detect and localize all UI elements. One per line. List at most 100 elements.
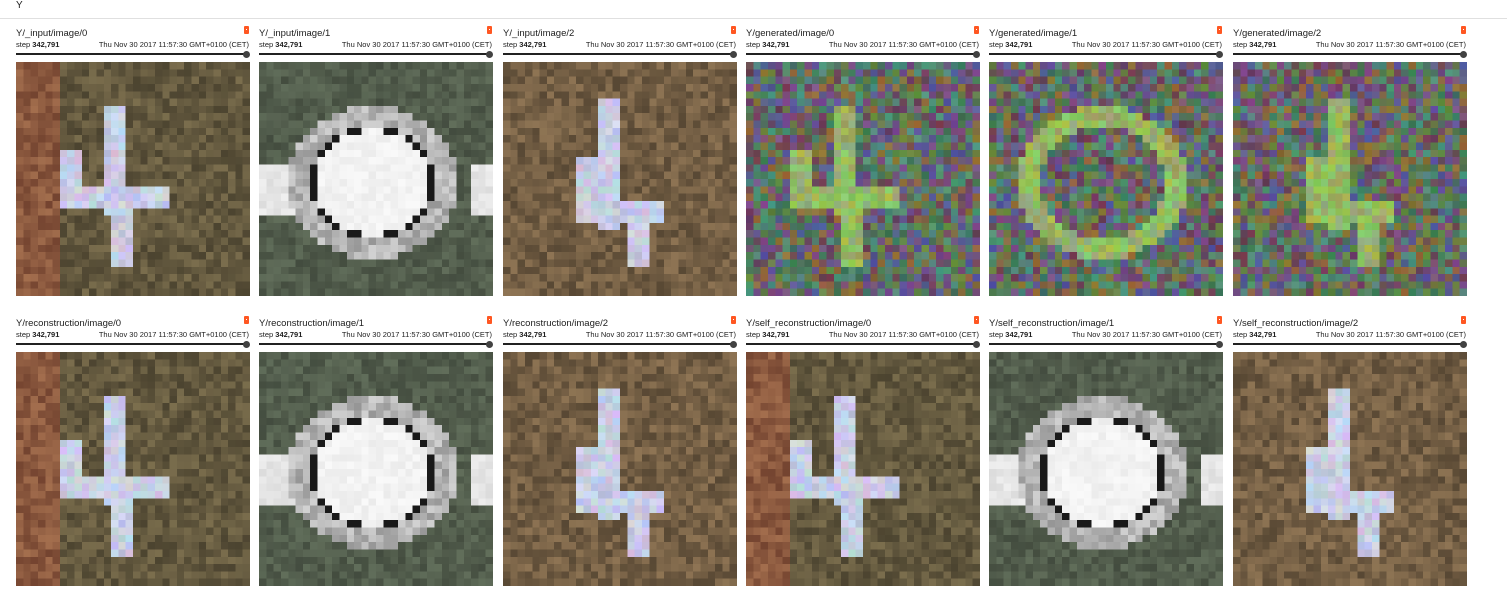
summary-image	[503, 62, 737, 296]
step-slider[interactable]	[503, 341, 737, 348]
step-label: step	[746, 330, 761, 339]
step-readout: step 342,791	[1233, 40, 1276, 49]
expand-icon[interactable]	[1217, 316, 1222, 324]
summary-image	[259, 352, 493, 586]
step-value: 342,791	[1005, 330, 1033, 339]
step-readout: step 342,791	[503, 40, 546, 49]
step-slider[interactable]	[989, 341, 1223, 348]
step-readout: step 342,791	[989, 40, 1032, 49]
step-label: step	[1233, 40, 1248, 49]
step-value: 342,791	[32, 40, 60, 49]
step-slider[interactable]	[16, 341, 250, 348]
expand-icon[interactable]	[731, 316, 736, 324]
summary-image	[746, 62, 980, 296]
slider-knob[interactable]	[1216, 51, 1223, 58]
slider-track[interactable]	[503, 343, 733, 345]
slider-knob[interactable]	[486, 51, 493, 58]
expand-icon[interactable]	[731, 26, 736, 34]
image-card: Y/self_reconstruction/image/2 step 342,79…	[1233, 316, 1467, 588]
summary-image	[259, 62, 493, 296]
slider-track[interactable]	[989, 343, 1219, 345]
card-title: Y/self_reconstruction/image/0	[746, 318, 872, 329]
slider-knob[interactable]	[730, 341, 737, 348]
step-slider[interactable]	[259, 341, 493, 348]
step-value: 342,791	[1249, 40, 1277, 49]
slider-track[interactable]	[259, 53, 489, 55]
slider-track[interactable]	[259, 343, 489, 345]
expand-icon[interactable]	[1461, 26, 1466, 34]
slider-knob[interactable]	[1460, 341, 1467, 348]
slider-track[interactable]	[746, 53, 976, 55]
slider-track[interactable]	[989, 53, 1219, 55]
slider-knob[interactable]	[1460, 51, 1467, 58]
step-label: step	[503, 330, 518, 339]
step-slider[interactable]	[989, 51, 1223, 58]
step-value: 342,791	[1249, 330, 1277, 339]
slider-track[interactable]	[16, 343, 246, 345]
step-readout: step 342,791	[1233, 330, 1276, 339]
step-label: step	[259, 40, 274, 49]
summary-image	[1233, 62, 1467, 296]
timestamp: Thu Nov 30 2017 11:57:30 GMT+0100 (CET)	[828, 330, 979, 339]
step-slider[interactable]	[746, 341, 980, 348]
step-label: step	[16, 330, 31, 339]
timestamp: Thu Nov 30 2017 11:57:30 GMT+0100 (CET)	[1071, 40, 1222, 49]
timestamp: Thu Nov 30 2017 11:57:30 GMT+0100 (CET)	[341, 330, 492, 339]
expand-icon[interactable]	[974, 316, 979, 324]
slider-track[interactable]	[503, 53, 733, 55]
image-card: Y/self_reconstruction/image/0 step 342,79…	[746, 316, 980, 588]
summary-image	[989, 352, 1223, 586]
step-slider[interactable]	[1233, 51, 1467, 58]
step-slider[interactable]	[16, 51, 250, 58]
slider-track[interactable]	[1233, 53, 1463, 55]
step-label: step	[989, 40, 1004, 49]
step-value: 342,791	[275, 330, 303, 339]
step-value: 342,791	[519, 40, 547, 49]
section-title: Y	[16, 0, 23, 11]
slider-track[interactable]	[16, 53, 246, 55]
slider-knob[interactable]	[730, 51, 737, 58]
image-card: Y/_input/image/0 step 342,791 Thu Nov 30 2…	[16, 26, 250, 298]
step-label: step	[989, 330, 1004, 339]
step-slider[interactable]	[1233, 341, 1467, 348]
slider-knob[interactable]	[486, 341, 493, 348]
step-slider[interactable]	[746, 51, 980, 58]
expand-icon[interactable]	[1217, 26, 1222, 34]
slider-knob[interactable]	[243, 341, 250, 348]
card-title: Y/reconstruction/image/1	[259, 318, 365, 329]
summary-image	[503, 352, 737, 586]
expand-icon[interactable]	[487, 316, 492, 324]
expand-icon[interactable]	[1461, 316, 1466, 324]
summary-image	[746, 352, 980, 586]
expand-icon[interactable]	[487, 26, 492, 34]
image-card: Y/self_reconstruction/image/1 step 342,79…	[989, 316, 1223, 588]
expand-icon[interactable]	[244, 316, 249, 324]
timestamp: Thu Nov 30 2017 11:57:30 GMT+0100 (CET)	[585, 40, 736, 49]
step-label: step	[746, 40, 761, 49]
step-value: 342,791	[519, 330, 547, 339]
card-title: Y/self_reconstruction/image/2	[1233, 318, 1359, 329]
slider-knob[interactable]	[1216, 341, 1223, 348]
image-card: Y/generated/image/1 step 342,791 Thu Nov 3…	[989, 26, 1223, 298]
expand-icon[interactable]	[244, 26, 249, 34]
card-title: Y/generated/image/1	[989, 28, 1078, 39]
step-label: step	[503, 40, 518, 49]
timestamp: Thu Nov 30 2017 11:57:30 GMT+0100 (CET)	[98, 40, 249, 49]
card-title: Y/reconstruction/image/0	[16, 318, 122, 329]
step-slider[interactable]	[259, 51, 493, 58]
image-card: Y/reconstruction/image/2 step 342,791 Thu …	[503, 316, 737, 588]
step-slider[interactable]	[503, 51, 737, 58]
expand-icon[interactable]	[974, 26, 979, 34]
step-value: 342,791	[1005, 40, 1033, 49]
step-readout: step 342,791	[746, 330, 789, 339]
card-title: Y/_input/image/0	[16, 28, 88, 39]
timestamp: Thu Nov 30 2017 11:57:30 GMT+0100 (CET)	[98, 330, 249, 339]
slider-knob[interactable]	[973, 341, 980, 348]
slider-knob[interactable]	[973, 51, 980, 58]
section-header: Y	[0, 0, 1507, 19]
slider-track[interactable]	[746, 343, 976, 345]
slider-track[interactable]	[1233, 343, 1463, 345]
timestamp: Thu Nov 30 2017 11:57:30 GMT+0100 (CET)	[585, 330, 736, 339]
slider-knob[interactable]	[243, 51, 250, 58]
step-label: step	[16, 40, 31, 49]
